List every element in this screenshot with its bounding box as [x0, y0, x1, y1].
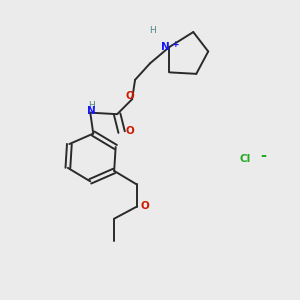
Text: -: -: [260, 148, 266, 164]
Text: +: +: [172, 40, 180, 49]
Text: H: H: [88, 101, 95, 110]
Text: O: O: [140, 201, 149, 211]
Text: O: O: [126, 126, 134, 136]
Text: H: H: [150, 26, 156, 35]
Text: O: O: [125, 91, 134, 101]
Text: Cl: Cl: [240, 154, 251, 164]
Text: N: N: [161, 42, 170, 52]
Text: N: N: [87, 106, 96, 116]
